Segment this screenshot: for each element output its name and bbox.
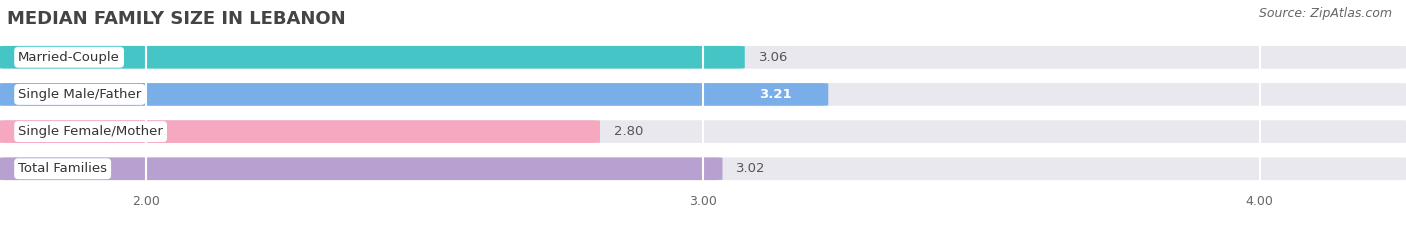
- Text: Single Male/Father: Single Male/Father: [18, 88, 142, 101]
- Text: Married-Couple: Married-Couple: [18, 51, 120, 64]
- FancyBboxPatch shape: [0, 83, 1406, 106]
- Text: 3.06: 3.06: [759, 51, 787, 64]
- Text: 3.21: 3.21: [759, 88, 792, 101]
- FancyBboxPatch shape: [0, 46, 1406, 69]
- Text: Total Families: Total Families: [18, 162, 107, 175]
- FancyBboxPatch shape: [0, 120, 1406, 143]
- FancyBboxPatch shape: [0, 158, 723, 180]
- FancyBboxPatch shape: [0, 46, 745, 69]
- Text: 3.02: 3.02: [737, 162, 766, 175]
- Text: 2.80: 2.80: [614, 125, 644, 138]
- FancyBboxPatch shape: [0, 158, 1406, 180]
- Text: MEDIAN FAMILY SIZE IN LEBANON: MEDIAN FAMILY SIZE IN LEBANON: [7, 10, 346, 28]
- Text: Single Female/Mother: Single Female/Mother: [18, 125, 163, 138]
- Text: Source: ZipAtlas.com: Source: ZipAtlas.com: [1258, 7, 1392, 20]
- FancyBboxPatch shape: [0, 83, 828, 106]
- FancyBboxPatch shape: [0, 120, 600, 143]
